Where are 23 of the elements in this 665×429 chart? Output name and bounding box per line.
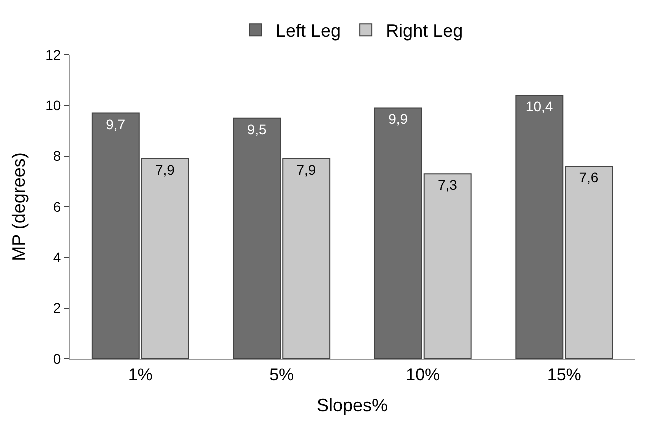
data-label: 7,3 xyxy=(438,177,458,194)
y-tick-label: 0 xyxy=(53,350,62,367)
y-tick-label: 2 xyxy=(53,300,62,316)
data-label: 9,7 xyxy=(106,116,126,132)
y-tick-label: 4 xyxy=(53,250,62,266)
x-axis-title: Slopes% xyxy=(316,396,388,416)
y-axis-title: MP (degrees) xyxy=(8,152,29,262)
data-label: 7,6 xyxy=(579,169,599,186)
y-tick-label: 10 xyxy=(46,98,62,114)
y-tick-label: 8 xyxy=(53,148,62,164)
legend-label: Left Leg xyxy=(276,21,342,42)
x-tick-label: 5% xyxy=(270,365,294,384)
x-tick-label: 10% xyxy=(406,365,440,384)
x-tick-label: 1% xyxy=(128,365,153,384)
data-label: 9,9 xyxy=(388,111,408,128)
data-label: 7,9 xyxy=(156,162,176,178)
x-tick-label: 15% xyxy=(547,365,582,384)
legend-label: Right Leg xyxy=(386,21,464,42)
y-tick-label: 12 xyxy=(46,46,62,63)
data-label: 9,5 xyxy=(247,121,267,138)
data-label: 10,4 xyxy=(526,98,554,115)
data-label: 7,9 xyxy=(296,162,316,178)
y-tick-label: 6 xyxy=(53,198,62,215)
